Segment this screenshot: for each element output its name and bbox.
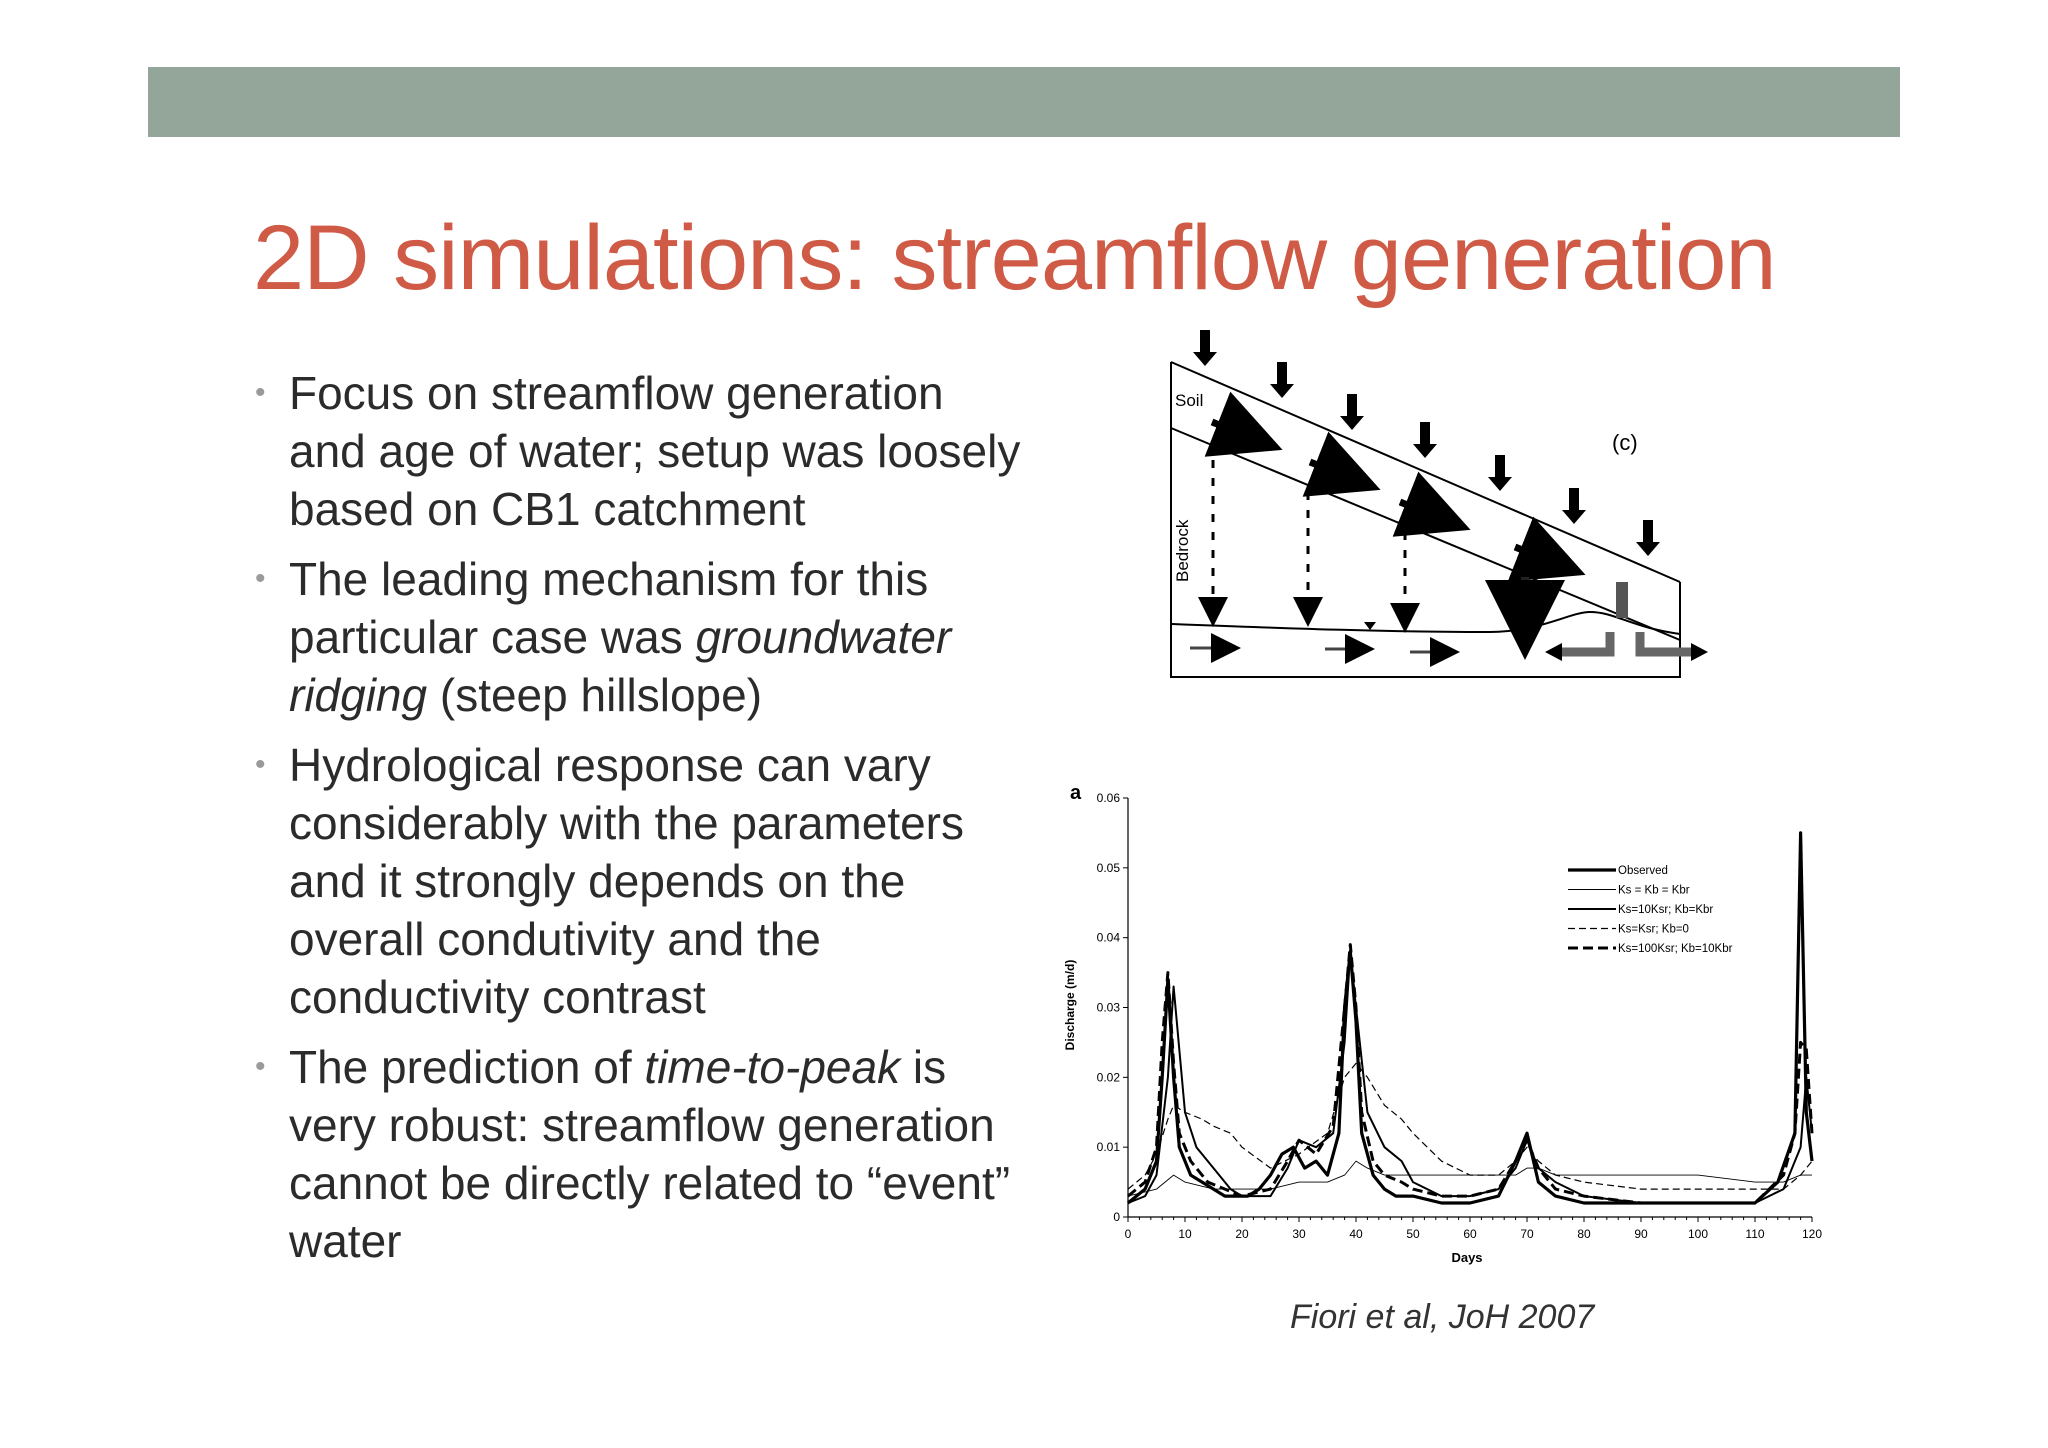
x-axis-label: Days [1451, 1250, 1482, 1265]
bullet-dot: • [255, 376, 266, 409]
panel-label-c: (c) [1612, 430, 1638, 455]
legend-label: Ks=10Ksr; Kb=Kbr [1618, 904, 1713, 916]
x-tick-label: 80 [1577, 1227, 1591, 1241]
x-tick-label: 40 [1349, 1227, 1363, 1241]
chart-legend: Observed Ks = Kb = Kbr Ks=10Ksr; Kb=Kbr Ks=… [1568, 865, 1733, 955]
bullet-text: time-to-peak [644, 1041, 901, 1093]
citation: Fiori et al, JoH 2007 [1290, 1298, 1595, 1336]
bedrock-label: Bedrock [1173, 519, 1192, 582]
legend-label: Observed [1618, 865, 1668, 877]
water-table-marker [1364, 622, 1376, 630]
legend-label: Ks=100Ksr; Kb=10Kbr [1618, 943, 1733, 955]
bullet-item: • Focus on streamflow generation and age … [253, 364, 1033, 538]
bullet-text: Hydrological response can vary considera… [289, 739, 964, 1023]
bullet-list: • Focus on streamflow generation and age … [253, 364, 1033, 1282]
bullet-text: is very robust: streamflow generation ca… [289, 1041, 1011, 1267]
soil-bedrock-interface [1170, 427, 1681, 641]
series-line [1126, 831, 1814, 1205]
bullet-text: The prediction of [289, 1041, 645, 1093]
bullet-dot: • [255, 1050, 266, 1083]
legend-label: Ks = Kb = Kbr [1618, 885, 1690, 897]
bullet-dot: • [255, 562, 266, 595]
discharge-chart: a Discharge (m/d) Days 0 0.01 0.02 0.03 0.04… [1063, 782, 1822, 1265]
rain-arrows [1193, 330, 1660, 556]
series-line [1127, 1062, 1813, 1190]
x-tick-label: 20 [1235, 1227, 1249, 1241]
soil-label: Soil [1175, 391, 1203, 410]
ground-surface [1170, 361, 1681, 583]
x-tick-label: 100 [1688, 1227, 1708, 1241]
slide-title: 2D simulations: streamflow generation [253, 207, 1777, 309]
header-bar [148, 67, 1900, 137]
chart-panel-label: a [1070, 782, 1082, 804]
bullet-item: • The prediction of time-to-peak is very … [253, 1038, 1033, 1270]
bullet-item: • The leading mechanism for this particul… [253, 550, 1033, 724]
x-tick-label: 110 [1745, 1227, 1764, 1241]
ridging-outflow-arrows [1560, 632, 1615, 657]
x-tick-label: 60 [1463, 1227, 1477, 1241]
bullet-dot: • [255, 748, 266, 781]
bullet-text: Focus on streamflow generation and age o… [289, 367, 1021, 535]
water-table [1170, 610, 1681, 635]
bullet-text: (steep hillslope) [427, 669, 763, 721]
y-tick-label: 0.03 [1097, 1001, 1121, 1015]
hillslope-outline [1170, 362, 1681, 678]
series-line [1127, 943, 1814, 1205]
bullet-item: • Hydrological response can vary consider… [253, 736, 1033, 1026]
bullet-text: The leading mechanism for this particula… [289, 553, 929, 663]
y-axis-label: Discharge (m/d) [1063, 960, 1077, 1051]
percolation-arrows [1198, 442, 1420, 633]
y-tick-label: 0.06 [1097, 791, 1121, 805]
hillslope-diagram: Soil Bedrock (c) [1170, 330, 1708, 678]
groundwater-arrows [1190, 633, 1460, 667]
x-tick-label: 50 [1406, 1227, 1420, 1241]
bullet-text: groundwater ridging [289, 611, 952, 721]
y-tick-label: 0.04 [1097, 931, 1121, 945]
series-line [1127, 1160, 1812, 1197]
x-tick-label: 90 [1634, 1227, 1648, 1241]
x-tick-label: 0 [1125, 1227, 1132, 1241]
y-tick-label: 0.01 [1097, 1140, 1121, 1154]
lateral-flow-arrows [1204, 391, 1586, 582]
x-tick-label: 10 [1178, 1227, 1192, 1241]
y-tick-label: 0.02 [1097, 1070, 1121, 1084]
x-tick-label: 70 [1520, 1227, 1534, 1241]
y-tick-label: 0 [1113, 1210, 1120, 1224]
series-line [1127, 950, 1813, 1204]
x-tick-label: 30 [1292, 1227, 1306, 1241]
legend-label: Ks=Ksr; Kb=0 [1618, 924, 1689, 936]
y-tick-label: 0.05 [1097, 861, 1121, 875]
x-tick-label: 120 [1802, 1227, 1822, 1241]
